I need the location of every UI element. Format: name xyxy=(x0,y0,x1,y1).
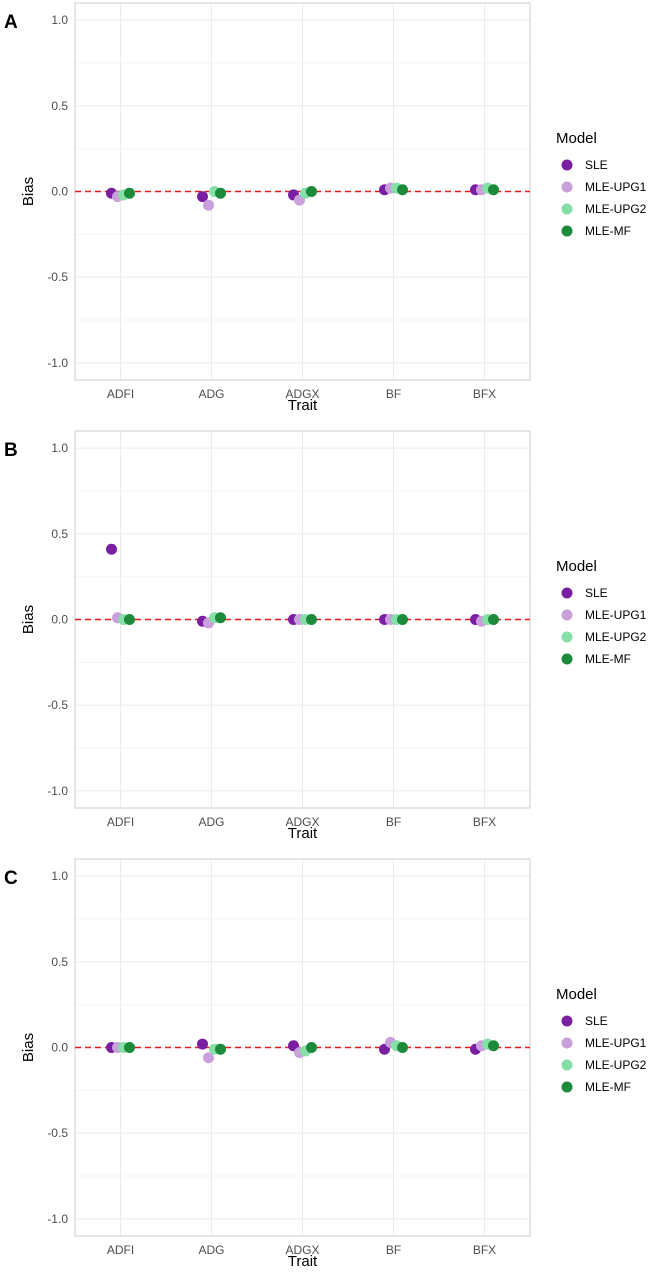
legend-title: Model xyxy=(556,558,597,575)
legend-label: MLE-UPG2 xyxy=(585,630,647,644)
legend-swatch xyxy=(561,653,573,665)
legend-label: SLE xyxy=(585,1014,608,1028)
legend-label: MLE-UPG1 xyxy=(585,180,647,194)
y-tick-label: 0.5 xyxy=(51,955,68,969)
data-point-sle xyxy=(197,191,208,203)
y-tick-label: 1.0 xyxy=(51,869,68,883)
chart-panel-b: B -1.0 -0.5 0.0 0.5 1.0 ADFI ADG ADGX BF BFX Trait B… xyxy=(4,430,647,842)
data-point-mle-mf xyxy=(306,1042,317,1053)
legend-title: Model xyxy=(556,130,597,147)
y-tick-label: 0.5 xyxy=(51,99,68,113)
legend-label: SLE xyxy=(585,158,608,172)
data-point-sle xyxy=(197,1038,208,1050)
x-tick-label: ADGX xyxy=(285,815,319,829)
x-tick-label: ADG xyxy=(198,815,224,829)
data-point-mle-mf xyxy=(215,612,226,624)
y-tick-label: 0.0 xyxy=(51,185,68,199)
data-point-sle xyxy=(106,543,117,555)
legend-title: Model xyxy=(556,986,597,1003)
y-tick-label: -0.5 xyxy=(47,270,68,284)
x-tick-label: ADFI xyxy=(107,815,134,829)
data-point-mle-mf xyxy=(124,614,135,625)
x-tick-label: ADG xyxy=(198,1243,224,1257)
y-tick-label: -0.5 xyxy=(47,698,68,712)
legend-swatch xyxy=(561,1037,573,1049)
y-axis-title: Bias xyxy=(20,1033,37,1062)
x-tick-label: BF xyxy=(386,815,401,829)
legend-label: MLE-UPG2 xyxy=(585,1058,647,1072)
x-tick-label: BF xyxy=(386,1243,401,1257)
y-tick-label: -1.0 xyxy=(47,1212,68,1226)
y-tick-label: -0.5 xyxy=(47,1126,68,1140)
x-tick-label: BFX xyxy=(473,1243,496,1257)
legend-swatch xyxy=(561,609,573,621)
x-tick-label: BFX xyxy=(473,815,496,829)
x-axis-title: Trait xyxy=(288,825,318,842)
x-tick-label: ADFI xyxy=(107,1243,134,1257)
data-point-mle-mf xyxy=(124,1042,135,1053)
data-point-mle-mf xyxy=(488,614,499,625)
x-tick-label: ADGX xyxy=(285,387,319,401)
legend-label: SLE xyxy=(585,586,608,600)
y-tick-label: 1.0 xyxy=(51,13,68,27)
legend-swatch xyxy=(561,631,573,643)
x-tick-label: BF xyxy=(386,387,401,401)
data-point-mle-mf xyxy=(397,614,408,625)
data-point-mle-mf xyxy=(306,614,317,625)
data-point-mle-upg1 xyxy=(203,199,214,211)
data-point-mle-mf xyxy=(488,184,499,196)
legend-swatch xyxy=(561,181,573,193)
legend-swatch xyxy=(561,159,573,171)
panel-label: C xyxy=(4,868,18,889)
legend-label: MLE-UPG2 xyxy=(585,202,647,216)
data-point-mle-mf xyxy=(306,186,317,197)
legend-label: MLE-UPG1 xyxy=(585,1036,647,1050)
y-axis-title: Bias xyxy=(20,605,37,634)
y-axis-title: Bias xyxy=(20,177,37,206)
panel-label: B xyxy=(4,440,18,461)
y-tick-label: 0.0 xyxy=(51,1041,68,1055)
y-tick-label: -1.0 xyxy=(47,784,68,798)
data-point-mle-mf xyxy=(215,1043,226,1055)
chart-panel-c: C -1.0 -0.5 0.0 0.5 1.0 ADFI ADG ADGX BF BFX Trait B… xyxy=(4,858,647,1270)
panel-label: A xyxy=(4,12,18,33)
legend-label: MLE-MF xyxy=(585,652,631,666)
legend-swatch xyxy=(561,225,573,237)
legend: Model SLE MLE-UPG1 MLE-UPG2 MLE-MF xyxy=(556,130,647,238)
y-tick-label: 1.0 xyxy=(51,441,68,455)
legend-swatch xyxy=(561,203,573,215)
y-tick-label: -1.0 xyxy=(47,356,68,370)
data-point-mle-mf xyxy=(488,1040,499,1052)
legend-label: MLE-MF xyxy=(585,1080,631,1094)
data-point-mle-upg1 xyxy=(203,1052,214,1064)
data-point-mle-mf xyxy=(397,1042,408,1053)
legend-label: MLE-UPG1 xyxy=(585,608,647,622)
chart-panel-a: A -1.0 -0.5 0.0 0.5 1.0 ADFI ADG ADGX BF BFX Trait B… xyxy=(4,2,647,414)
legend-swatch xyxy=(561,1081,573,1093)
x-tick-label: BFX xyxy=(473,387,496,401)
data-point-mle-mf xyxy=(397,184,408,196)
x-tick-label: ADFI xyxy=(107,387,134,401)
data-point-mle-mf xyxy=(124,187,135,199)
legend-label: MLE-MF xyxy=(585,224,631,238)
data-point-mle-mf xyxy=(215,187,226,199)
legend-swatch xyxy=(561,587,573,599)
x-tick-label: ADG xyxy=(198,387,224,401)
x-tick-label: ADGX xyxy=(285,1243,319,1257)
x-axis-title: Trait xyxy=(288,397,318,414)
legend-swatch xyxy=(561,1059,573,1071)
x-axis-title: Trait xyxy=(288,1253,318,1270)
y-tick-label: 0.5 xyxy=(51,527,68,541)
y-tick-label: 0.0 xyxy=(51,613,68,627)
legend: Model SLE MLE-UPG1 MLE-UPG2 MLE-MF xyxy=(556,986,647,1094)
legend-swatch xyxy=(561,1015,573,1027)
legend: Model SLE MLE-UPG1 MLE-UPG2 MLE-MF xyxy=(556,558,647,666)
